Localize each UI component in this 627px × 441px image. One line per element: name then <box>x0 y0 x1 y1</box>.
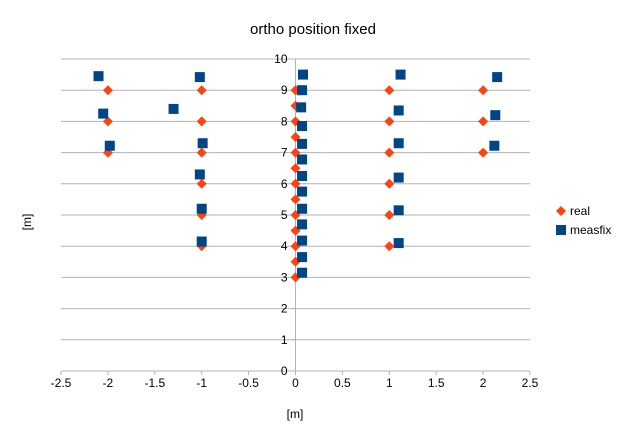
real-point <box>290 194 301 205</box>
real-point <box>196 178 207 189</box>
x-tick-label: 1.5 <box>428 376 445 390</box>
legend-label-measfix: measfix <box>570 223 611 237</box>
measfix-point <box>297 171 308 181</box>
measfix-point <box>297 154 308 165</box>
measfix-point <box>395 69 406 80</box>
real-point <box>478 85 489 96</box>
measfix-point <box>297 186 308 197</box>
measfix-point <box>196 236 207 247</box>
measfix-point <box>393 138 404 149</box>
legend-marker-real <box>556 206 566 216</box>
measfix-point <box>393 105 404 116</box>
real-point <box>384 147 395 158</box>
y-tick-label: 5 <box>281 208 288 222</box>
y-tick-labels: 0 1 2 3 4 5 6 7 8 9 10 <box>274 52 288 378</box>
legend: real measfix <box>556 204 611 237</box>
measfix-point <box>297 203 308 214</box>
x-axis-label: [m] <box>287 407 304 421</box>
y-tick-label: 9 <box>281 83 288 97</box>
y-tick-label: 3 <box>281 270 288 284</box>
x-tick-label: -2 <box>103 376 114 390</box>
measfix-point <box>393 205 404 216</box>
real-point <box>384 210 395 220</box>
y-tick-label: 2 <box>281 302 288 316</box>
measfix-point <box>297 121 308 132</box>
measfix-point <box>489 140 500 151</box>
real-point <box>290 163 301 174</box>
y-tick-label: 0 <box>281 364 288 378</box>
measfix-point <box>197 138 208 149</box>
measfix-point <box>298 69 309 80</box>
measfix-point <box>196 203 207 214</box>
real-point <box>384 241 395 252</box>
x-tick-label: 0 <box>292 376 299 390</box>
x-tick-label: -1 <box>196 376 207 390</box>
real-point <box>102 116 113 127</box>
y-tick-label: 4 <box>281 239 288 253</box>
real-point <box>478 147 489 158</box>
measfix-point <box>104 140 115 151</box>
measfix-point <box>297 85 308 96</box>
real-point <box>384 85 395 96</box>
x-tick-labels: -2.5 -2 -1.5 -1 -0.5 0 0.5 1 1.5 2 2.5 <box>51 376 539 390</box>
x-tick-label: -1.5 <box>144 376 165 390</box>
measfix-point <box>492 72 503 83</box>
x-tick-label: -2.5 <box>51 376 72 390</box>
real-point <box>196 116 207 127</box>
x-tick-label: 2 <box>480 376 487 390</box>
real-point <box>290 178 301 189</box>
real-point <box>478 116 489 127</box>
measfix-point <box>393 172 404 183</box>
measfix-point <box>93 71 104 82</box>
real-point <box>384 178 395 189</box>
chart-title: ortho position fixed <box>250 21 376 38</box>
measfix-point <box>168 103 179 114</box>
x-tick-label: 1 <box>386 376 393 390</box>
measfix-point <box>194 72 205 83</box>
real-point <box>196 147 207 158</box>
data-points <box>93 69 503 283</box>
real-point <box>384 116 395 127</box>
y-axis-label: [m] <box>20 214 34 231</box>
y-tick-label: 7 <box>281 146 288 160</box>
legend-marker-measfix <box>556 225 566 235</box>
measfix-point <box>297 267 308 278</box>
y-tick-label: 6 <box>281 177 288 191</box>
x-tick-label: 2.5 <box>522 376 539 390</box>
measfix-point <box>297 235 308 246</box>
y-tick-label: 1 <box>281 333 288 347</box>
real-point <box>196 85 207 96</box>
x-tick-label: 0.5 <box>334 376 351 390</box>
legend-label-real: real <box>570 204 590 218</box>
measfix-point <box>98 108 109 119</box>
measfix-point <box>297 219 308 230</box>
x-tick-label: -0.5 <box>238 376 259 390</box>
y-tick-label: 8 <box>281 114 288 128</box>
real-point <box>102 85 113 96</box>
measfix-point <box>393 238 404 249</box>
measfix-point <box>490 110 501 121</box>
measfix-point <box>297 138 308 149</box>
measfix-point <box>296 102 307 113</box>
measfix-point <box>194 169 205 180</box>
y-tick-label: 10 <box>274 52 288 66</box>
measfix-point <box>297 252 308 263</box>
